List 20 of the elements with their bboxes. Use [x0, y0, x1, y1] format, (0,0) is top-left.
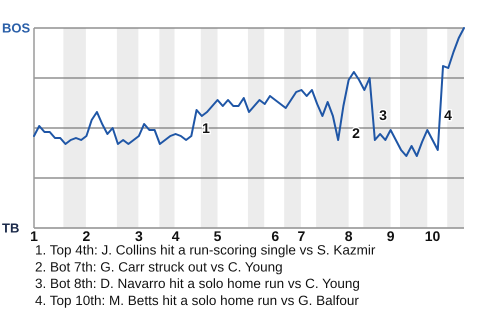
text: BOS	[2, 20, 30, 36]
x-tick-label: 5	[214, 228, 222, 244]
x-tick-label: 10	[424, 228, 441, 244]
annotation: 4	[444, 106, 452, 123]
annotation: 3	[379, 106, 388, 123]
x-tick-label: 9	[386, 228, 395, 244]
x-tick-label: 1	[30, 228, 38, 244]
text: 1. Top 4th: J. Collins hit a run-scoring single vs S. Kazmir	[35, 242, 376, 258]
x-tick-label: 2	[82, 228, 91, 244]
text: 3. Bot 8th: D. Navarro hit a solo home run vs C. Young	[35, 276, 360, 292]
text: 4. Top 10th: M. Betts hit a solo home run vs G. Balfour	[35, 292, 360, 308]
x-tick-label: 8	[344, 228, 353, 244]
x-tick-label: 6	[271, 228, 280, 244]
x-tick-label: 4	[172, 228, 180, 244]
x-tick-label: 7	[298, 228, 306, 244]
annotation: 2	[352, 124, 360, 141]
text: TB	[2, 220, 20, 236]
x-tick-label: 3	[134, 228, 143, 244]
annotation: 1	[202, 120, 210, 136]
text: 2. Bot 7th: G. Carr struck out vs C. Young	[35, 259, 283, 274]
